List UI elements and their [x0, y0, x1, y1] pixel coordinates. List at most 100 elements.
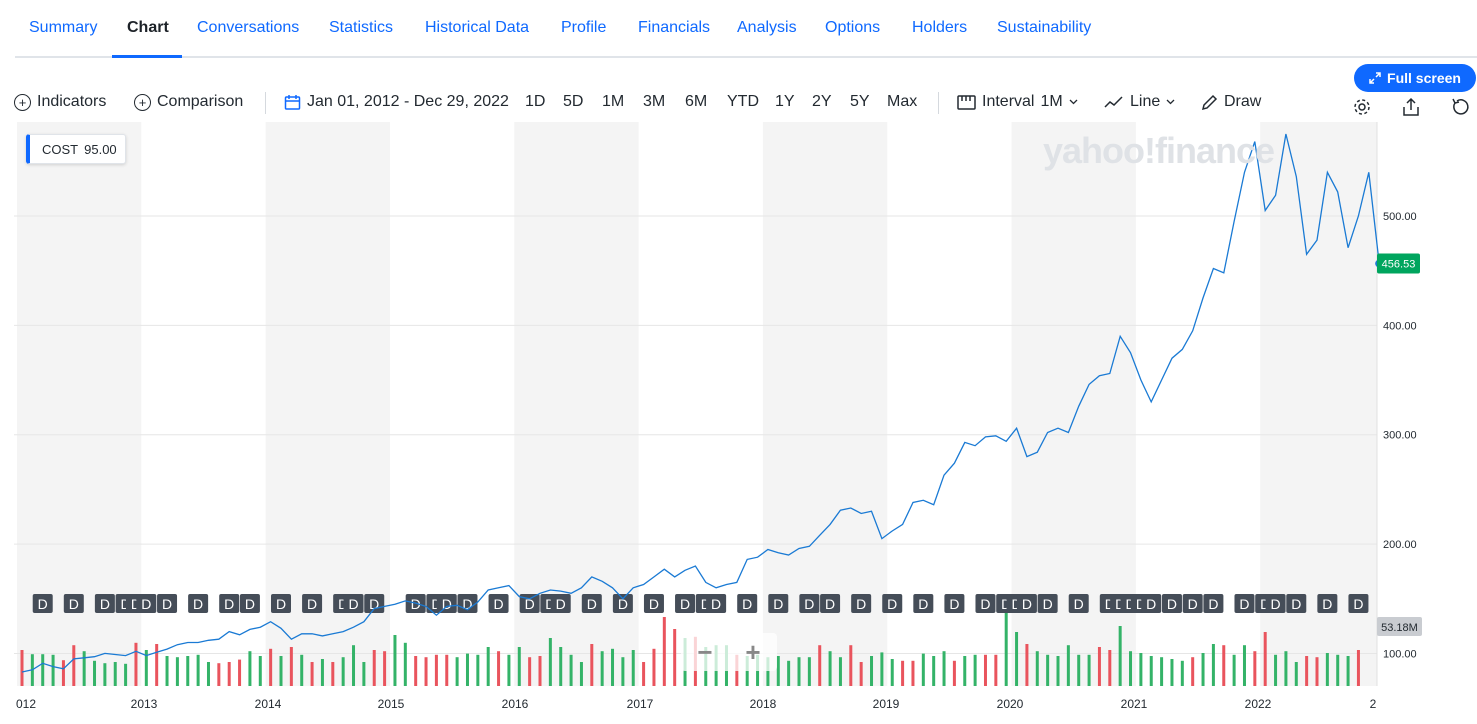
- volume-bar: [559, 647, 563, 686]
- volume-bar: [828, 651, 832, 686]
- comparison-button[interactable]: + Comparison: [134, 93, 243, 111]
- volume-bar: [186, 656, 190, 686]
- volume-bar: [269, 648, 273, 686]
- volume-bar: [1149, 656, 1153, 686]
- tab-sustainability[interactable]: Sustainability: [997, 19, 1092, 36]
- dividend-label: D: [1270, 596, 1280, 612]
- dividend-label: D: [1043, 596, 1053, 612]
- dividend-marker: [882, 594, 903, 613]
- tab-summary[interactable]: Summary: [29, 19, 98, 36]
- dividend-label: D: [1291, 596, 1301, 612]
- full-screen-button[interactable]: Full screen: [1354, 64, 1476, 92]
- dividend-label: D: [701, 596, 711, 612]
- dividend-label: D: [1022, 596, 1032, 612]
- gear-icon[interactable]: [1351, 96, 1373, 118]
- range-5d[interactable]: 5D: [563, 93, 584, 110]
- volume-bar: [196, 654, 200, 686]
- volume-bar: [320, 659, 324, 686]
- indicators-button[interactable]: + Indicators: [14, 93, 106, 111]
- volume-bar: [341, 657, 345, 686]
- volume-bar: [528, 657, 532, 686]
- price-line: [21, 133, 1380, 673]
- range-1d[interactable]: 1D: [525, 93, 546, 110]
- range-1y[interactable]: 1Y: [775, 93, 795, 110]
- tab-statistics[interactable]: Statistics: [329, 19, 394, 36]
- volume-bar: [818, 645, 822, 686]
- full-screen-label: Full screen: [1387, 70, 1461, 86]
- volume-bar: [662, 617, 666, 686]
- volume-bar: [206, 662, 210, 686]
- volume-bar: [113, 662, 117, 686]
- volume-bar: [476, 654, 480, 686]
- tab-chart[interactable]: Chart: [127, 19, 169, 36]
- dividend-label: D: [431, 596, 441, 612]
- x-tick-label: 2022: [1245, 697, 1272, 711]
- dividend-label: D: [1260, 596, 1270, 612]
- dividend-marker: [675, 594, 696, 613]
- dividend-marker: [944, 594, 965, 613]
- volume-bar: [20, 650, 24, 686]
- zoom-out-button[interactable]: −: [697, 636, 713, 667]
- tab-conversations[interactable]: Conversations: [197, 19, 300, 36]
- volume-bar: [1004, 609, 1008, 686]
- tab-profile[interactable]: Profile: [561, 19, 607, 36]
- range-3m[interactable]: 3M: [643, 93, 666, 110]
- volume-bar: [455, 657, 459, 686]
- volume-bar: [1294, 662, 1298, 686]
- volume-bar: [72, 645, 76, 686]
- interval-dropdown[interactable]: Interval 1M: [957, 93, 1078, 111]
- volume-bar: [300, 654, 304, 686]
- draw-label: Draw: [1224, 93, 1262, 110]
- range-5y[interactable]: 5Y: [850, 93, 870, 110]
- dividend-label: D: [38, 596, 48, 612]
- interval-icon: [957, 94, 976, 110]
- tab-historical-data[interactable]: Historical Data: [425, 19, 530, 36]
- active-tab-indicator: [112, 55, 182, 58]
- dividend-marker: [1203, 594, 1224, 613]
- chart-type-label: Line: [1130, 93, 1161, 110]
- range-2y[interactable]: 2Y: [812, 93, 832, 110]
- volume-bar: [310, 662, 314, 686]
- dividend-label: D: [587, 596, 597, 612]
- chart-type-dropdown[interactable]: Line: [1104, 93, 1175, 111]
- volume-bar: [1315, 657, 1319, 686]
- symbol-label: COST: [42, 141, 79, 157]
- tab-financials[interactable]: Financials: [638, 19, 711, 36]
- tab-analysis[interactable]: Analysis: [737, 19, 797, 36]
- range-ytd[interactable]: YTD: [727, 93, 759, 110]
- volume-bar: [1253, 651, 1257, 686]
- date-range-picker[interactable]: Jan 01, 2012 - Dec 29, 2022: [284, 93, 509, 111]
- dividend-label: D: [545, 596, 555, 612]
- dividend-marker: [820, 594, 841, 613]
- x-tick-label: 2014: [255, 697, 282, 711]
- range-6m[interactable]: 6M: [685, 93, 708, 110]
- zoom-in-button[interactable]: +: [745, 636, 761, 667]
- symbol-legend[interactable]: COST 95.00: [26, 134, 126, 164]
- range-max[interactable]: Max: [887, 93, 918, 110]
- dividend-label: D: [887, 596, 897, 612]
- interval-label: Interval: [982, 93, 1035, 110]
- dividend-marker: [706, 594, 727, 613]
- dividend-label: D: [369, 596, 379, 612]
- share-icon[interactable]: [1400, 96, 1422, 118]
- volume-bar: [901, 660, 905, 686]
- dividend-marker: [1016, 594, 1037, 613]
- volume-bar: [600, 651, 604, 686]
- dividend-label: D: [1208, 596, 1218, 612]
- volume-bar: [383, 651, 387, 686]
- draw-button[interactable]: Draw: [1201, 93, 1261, 111]
- volume-bar: [41, 654, 45, 686]
- dividend-label: D: [1322, 596, 1332, 612]
- quote-nav-tabs: Summary Chart Conversations Statistics H…: [0, 0, 1477, 58]
- dividend-label: D: [804, 596, 814, 612]
- tab-holders[interactable]: Holders: [912, 19, 968, 36]
- tab-options[interactable]: Options: [825, 19, 881, 36]
- reset-icon[interactable]: [1449, 96, 1471, 118]
- zoom-control: − +: [681, 633, 777, 671]
- volume-bar: [217, 663, 221, 686]
- volume-bar: [289, 647, 293, 686]
- range-1m[interactable]: 1M: [602, 93, 625, 110]
- volume-bar: [1180, 660, 1184, 686]
- volume-bar: [807, 657, 811, 686]
